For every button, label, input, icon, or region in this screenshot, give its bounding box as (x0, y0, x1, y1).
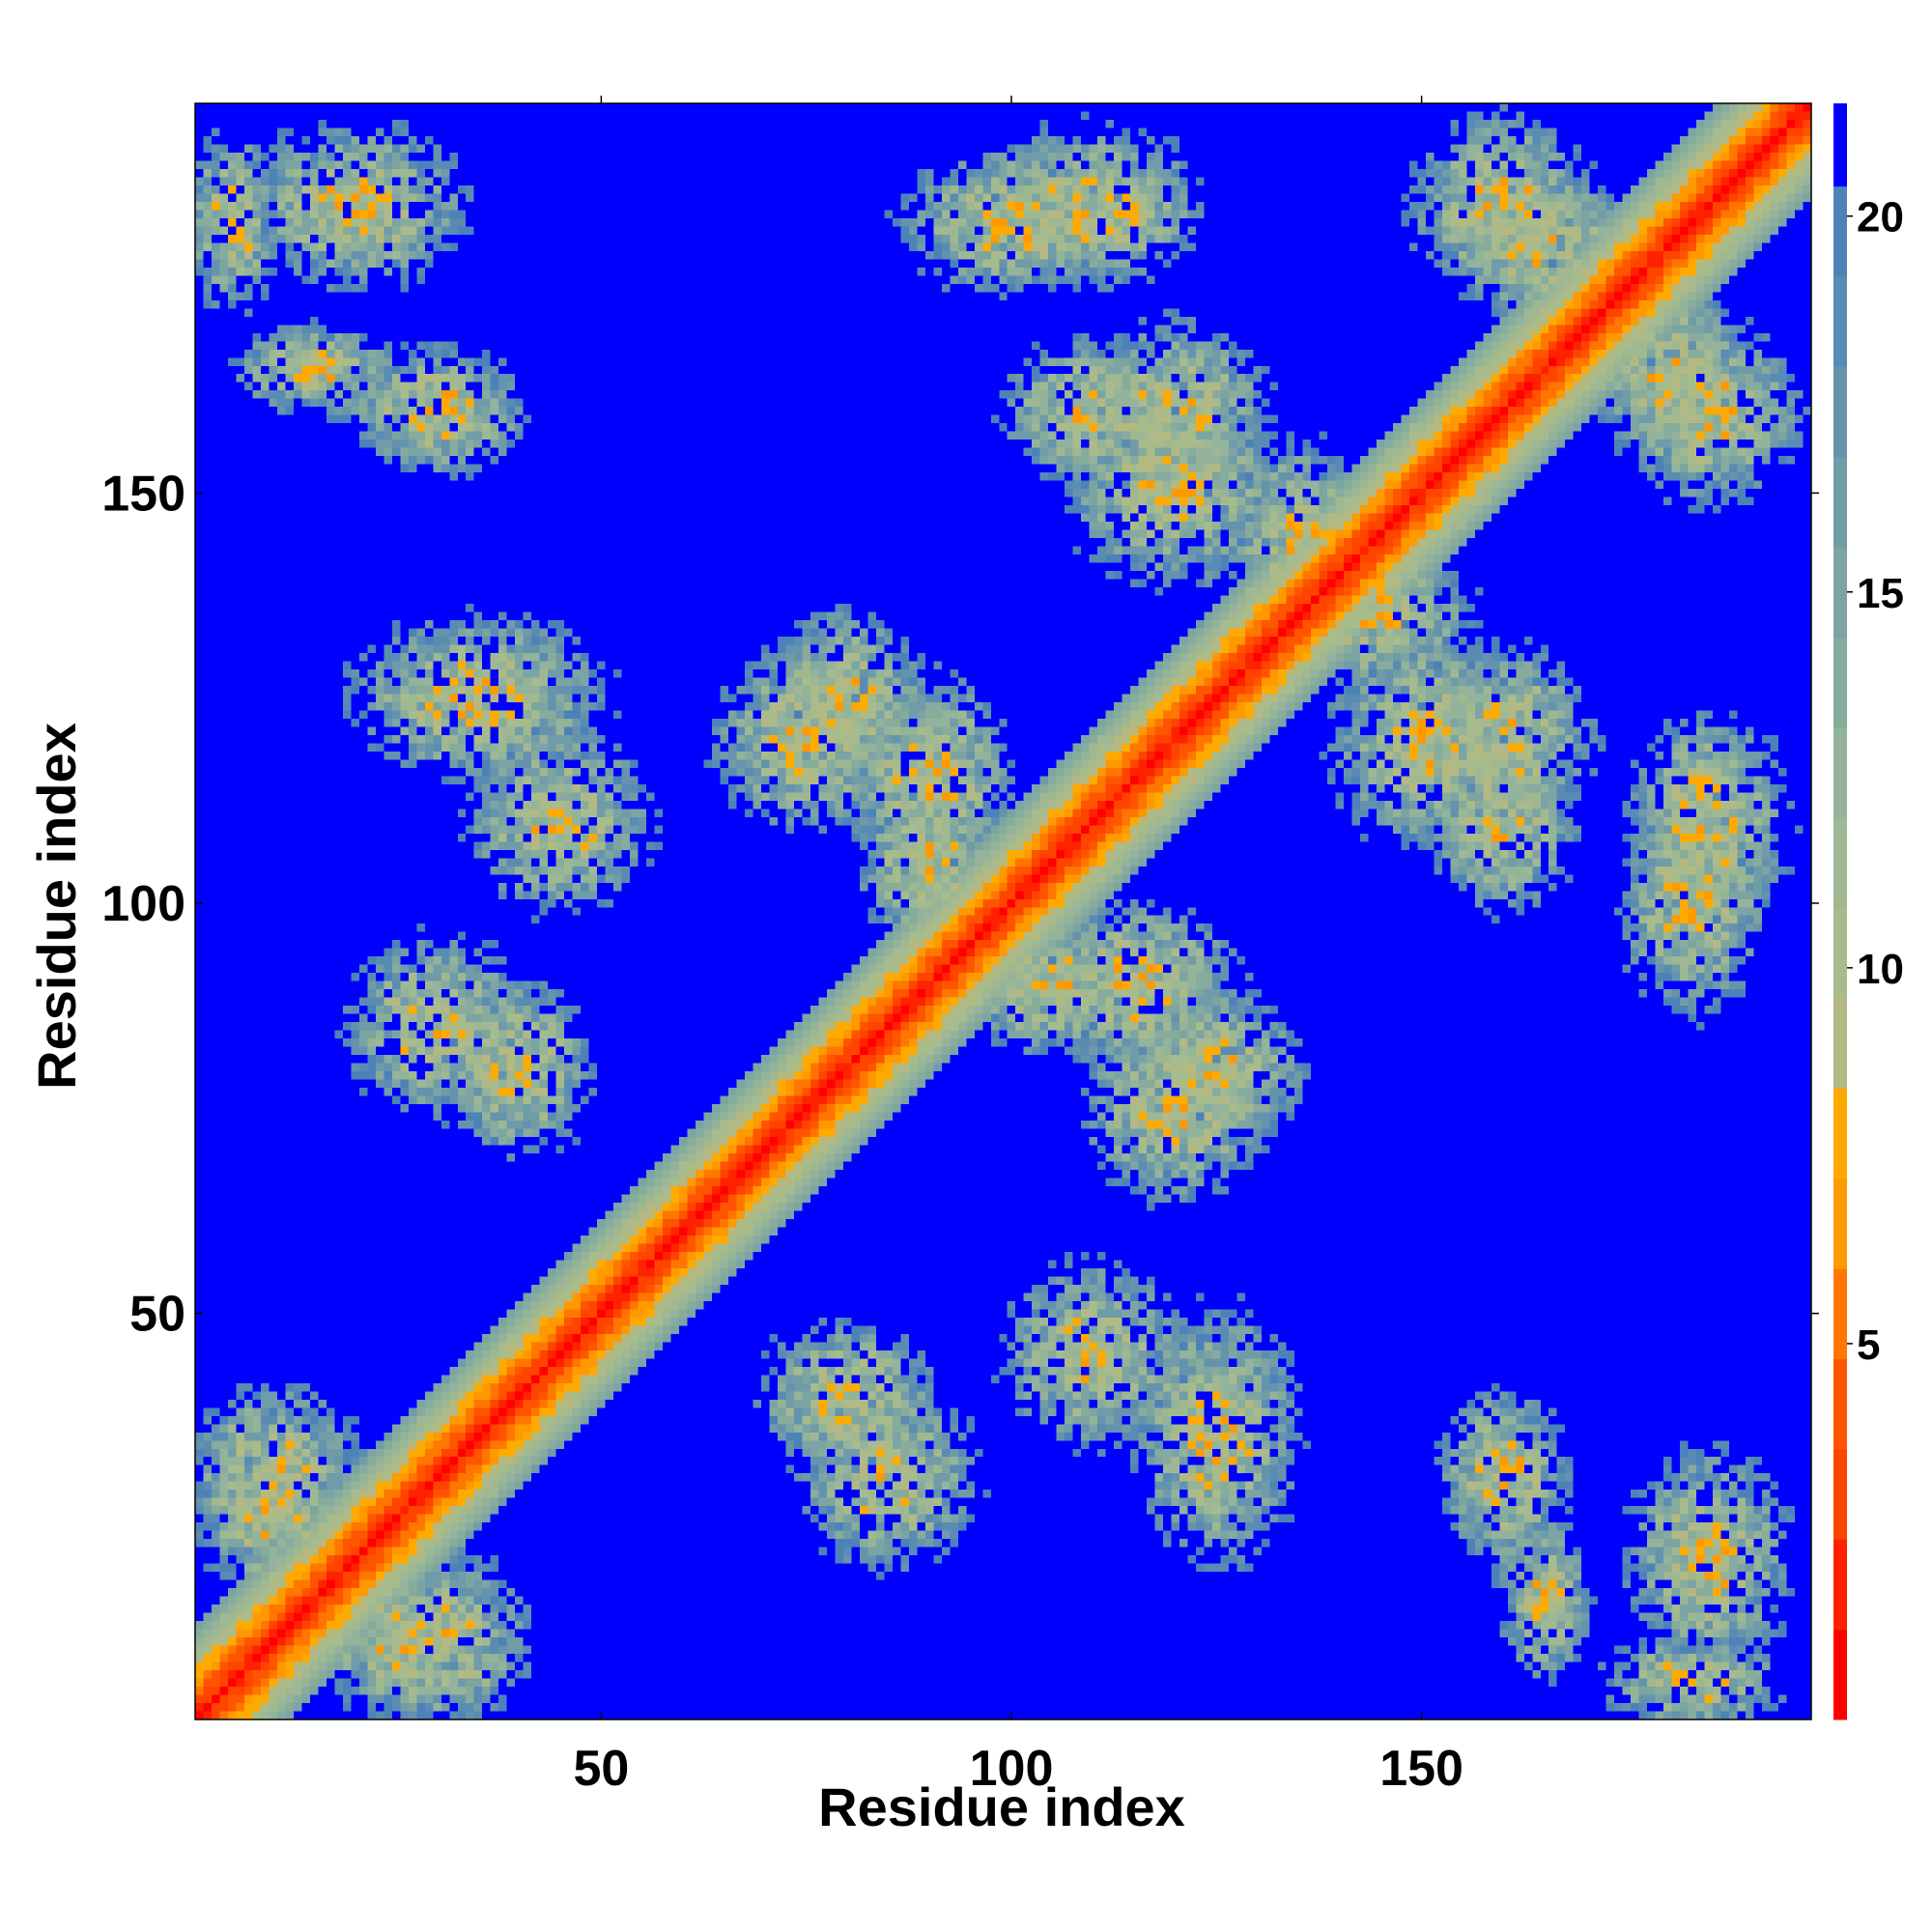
colorbar-tick-label: 15 (1857, 570, 1904, 617)
colorbar-segment (1833, 817, 1847, 909)
colorbar-segment (1833, 907, 1847, 999)
colorbar-tick-label: 10 (1857, 946, 1904, 993)
y-axis-title: Residue index (26, 723, 87, 1090)
colorbar-segment (1833, 547, 1847, 638)
y-tick-label: 50 (129, 1287, 185, 1343)
colorbar-segment (1833, 1448, 1847, 1540)
colorbar-segment (1833, 185, 1847, 277)
colorbar-tick-label: 5 (1857, 1321, 1880, 1369)
colorbar-segment (1833, 1358, 1847, 1450)
x-tick-label: 150 (1379, 1741, 1463, 1797)
colorbar: 5 10 15 20 (1833, 103, 1904, 1720)
colorbar-segment (1833, 275, 1847, 367)
colorbar-segment (1833, 103, 1847, 187)
colorbar-segment (1833, 456, 1847, 548)
x-axis: 50 100 150 (573, 96, 1463, 1797)
colorbar-segment (1833, 637, 1847, 728)
x-tick-label: 50 (573, 1741, 629, 1797)
colorbar-segment (1833, 1268, 1847, 1359)
colorbar-segment (1833, 1539, 1847, 1631)
plot-frame (194, 102, 1812, 1720)
y-tick-label: 100 (101, 876, 185, 932)
y-tick-label: 150 (101, 466, 185, 522)
colorbar-tick-label: 20 (1857, 194, 1904, 242)
colorbar-segment (1833, 997, 1847, 1089)
colorbar-segment (1833, 366, 1847, 458)
colorbar-segment (1833, 1088, 1847, 1179)
colorbar-segment (1833, 1178, 1847, 1269)
y-axis: 50 100 150 (101, 466, 1819, 1343)
colorbar-segment (1833, 726, 1847, 818)
x-axis-title: Residue index (818, 1776, 1185, 1837)
colorbar-segment (1833, 1629, 1847, 1720)
heatmap-cells (195, 103, 1811, 1719)
x-tick-label: 100 (970, 1741, 1054, 1797)
heatmap-image (195, 103, 1811, 1719)
